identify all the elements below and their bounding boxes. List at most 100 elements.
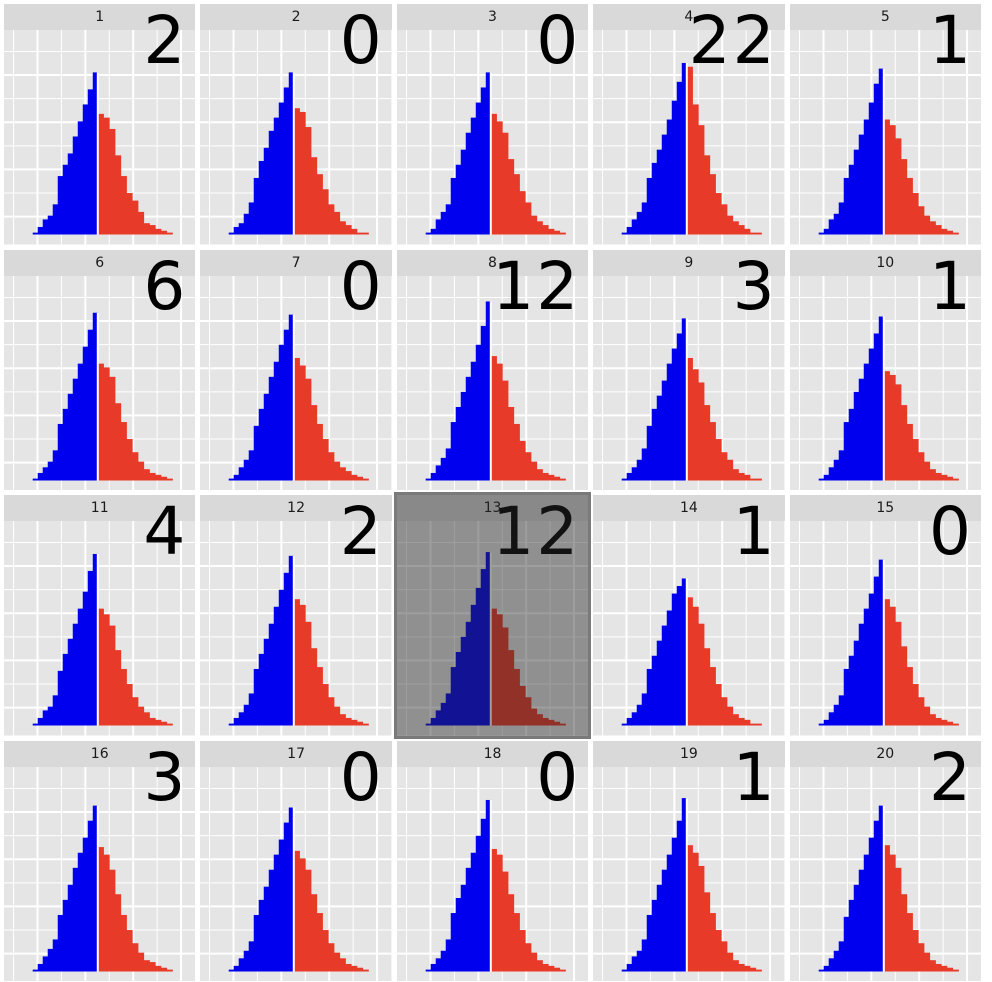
facet-panel[interactable]: 4 22 xyxy=(593,4,785,245)
histogram-bar-left xyxy=(833,213,839,235)
histogram-bar-left xyxy=(229,232,235,235)
histogram-bar-right xyxy=(166,232,173,235)
histogram-bar-left xyxy=(264,638,270,726)
histogram-bar-right xyxy=(109,625,116,726)
histogram-bar-right xyxy=(294,108,301,235)
histogram-bar-right xyxy=(732,221,740,235)
histogram-svg xyxy=(396,521,589,736)
histogram-bar-right xyxy=(149,961,156,971)
histogram-bar-right xyxy=(542,472,549,480)
histogram-bar-right xyxy=(317,667,324,726)
histogram-bar-left xyxy=(254,914,260,971)
histogram-bar-right xyxy=(357,967,364,971)
histogram-bar-left xyxy=(279,344,285,480)
histogram-bar-right xyxy=(929,221,936,235)
facet-panel[interactable]: 14 1 xyxy=(593,495,785,736)
histogram-svg xyxy=(4,521,196,736)
histogram-bar-right xyxy=(502,380,509,480)
histogram-bar-left xyxy=(651,655,658,726)
histogram-bar-right xyxy=(917,451,924,480)
panel-plot-area xyxy=(789,521,981,736)
facet-panel[interactable]: 20 2 xyxy=(789,740,981,981)
facet-panel[interactable]: 15 0 xyxy=(789,495,981,736)
histogram-bar-right xyxy=(137,211,145,235)
histogram-bar-left xyxy=(671,837,678,971)
facet-panel[interactable]: 11 4 xyxy=(4,495,196,736)
histogram-bar-right xyxy=(738,963,745,971)
facet-panel[interactable]: 10 1 xyxy=(789,249,981,490)
histogram-bar-right xyxy=(525,451,532,480)
histogram-bar-left xyxy=(67,153,74,235)
histogram-bar-left xyxy=(641,938,648,971)
histogram-bar-left xyxy=(828,957,834,971)
histogram-bar-left xyxy=(833,950,839,971)
histogram-bar-right xyxy=(166,969,173,971)
histogram-bar-right xyxy=(149,472,156,480)
histogram-bar-right xyxy=(692,368,699,480)
histogram-bar-right xyxy=(149,225,156,235)
histogram-bar-right xyxy=(155,719,162,726)
histogram-bar-right xyxy=(132,200,139,235)
histogram-svg xyxy=(200,275,392,490)
histogram-bar-right xyxy=(923,461,930,480)
facet-panel[interactable]: 13 12 xyxy=(393,492,592,739)
facet-panel[interactable]: 17 0 xyxy=(200,740,392,981)
histogram-bar-right xyxy=(755,723,763,726)
facet-panel[interactable]: 12 2 xyxy=(200,495,392,736)
histogram-bar-left xyxy=(868,593,874,726)
histogram-bar-right xyxy=(322,438,330,480)
histogram-svg xyxy=(396,766,589,981)
histogram-bar-right xyxy=(126,929,133,971)
histogram-bar-left xyxy=(234,474,240,480)
histogram-bar-left xyxy=(229,969,235,971)
histogram-bar-left xyxy=(47,215,54,235)
histogram-bar-left xyxy=(843,421,849,480)
histogram-bar-left xyxy=(681,797,688,971)
histogram-bar-right xyxy=(906,177,913,235)
facet-panel[interactable]: 19 1 xyxy=(593,740,785,981)
histogram-bar-left xyxy=(269,869,275,971)
panel-count-label: 0 xyxy=(536,2,581,79)
facet-panel[interactable]: 18 0 xyxy=(396,740,589,981)
histogram-bar-left xyxy=(823,228,829,235)
histogram-bar-left xyxy=(289,314,295,480)
histogram-bar-left xyxy=(284,572,290,726)
histogram-bar-left xyxy=(863,854,869,971)
facet-panel[interactable]: 8 12 xyxy=(396,249,589,490)
histogram-bar-right xyxy=(952,969,959,971)
histogram-bar-left xyxy=(92,312,99,480)
panel-plot-area xyxy=(593,30,785,245)
histogram-bar-right xyxy=(692,852,699,971)
histogram-bar-left xyxy=(244,459,250,480)
histogram-bar-left xyxy=(626,226,633,235)
histogram-bar-right xyxy=(935,963,942,971)
histogram-bar-right xyxy=(137,706,145,726)
histogram-bar-right xyxy=(917,942,924,971)
histogram-bar-right xyxy=(513,912,520,971)
histogram-bar-left xyxy=(863,363,869,480)
histogram-bar-left xyxy=(62,164,69,235)
histogram-svg xyxy=(4,275,196,490)
histogram-bar-left xyxy=(848,655,854,726)
histogram-bar-right xyxy=(738,225,745,235)
histogram-bar-right xyxy=(536,714,543,726)
histogram-bar-left xyxy=(52,938,59,971)
histogram-bar-right xyxy=(363,478,370,480)
histogram-bar-right xyxy=(894,621,902,726)
histogram-bar-right xyxy=(946,721,953,726)
histogram-bar-right xyxy=(294,599,301,726)
histogram-bar-left xyxy=(92,553,99,726)
histogram-bar-right xyxy=(686,357,694,480)
histogram-bar-right xyxy=(704,404,711,480)
facet-panel[interactable]: 16 3 xyxy=(4,740,196,981)
histogram-bar-right xyxy=(340,714,347,726)
histogram-bar-right xyxy=(340,957,347,971)
histogram-bar-left xyxy=(868,102,874,235)
